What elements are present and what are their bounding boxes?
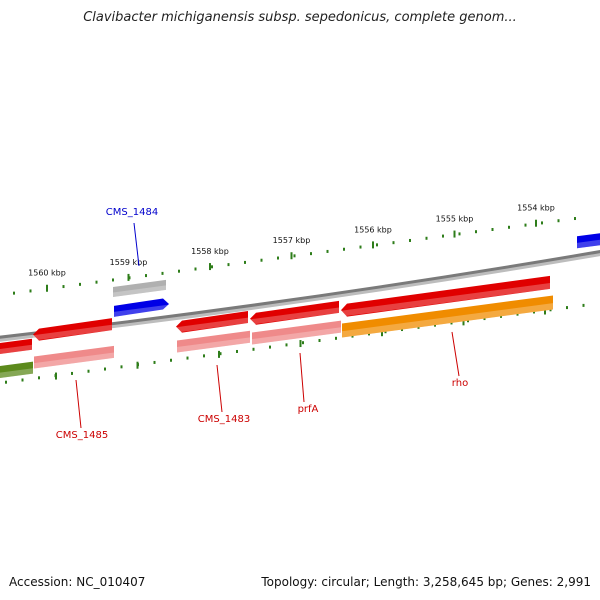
- cds-bar-cms1485-left[interactable]: [0, 338, 32, 355]
- cds-bar-cms1483[interactable]: [176, 311, 248, 333]
- tick-label: 1556 kbp: [354, 225, 392, 234]
- gene-label[interactable]: prfA: [298, 404, 319, 415]
- gene-label[interactable]: CMS_1483: [198, 414, 250, 425]
- cds-bar-rho[interactable]: [341, 275, 550, 317]
- tick-label-group: 1554 kbp 1555 kbp 1556 kbp 1557 kbp 1558 kbp…: [28, 204, 555, 278]
- feature-track[interactable]: [0, 233, 600, 379]
- cds-bar-cms1484[interactable]: [114, 298, 169, 317]
- outer-tick-track: [13, 217, 576, 295]
- gene-label-group: CMS_1484 CMS_1485 CMS_1483 prfA rho: [56, 207, 468, 441]
- accession-text: Accession: NC_010407: [9, 575, 146, 589]
- tick-label: 1559 kbp: [110, 258, 148, 267]
- cds-bar-edge[interactable]: [577, 233, 600, 249]
- page-title: Clavibacter michiganensis subsp. sepedon…: [83, 10, 517, 25]
- leader-line: [216, 364, 223, 413]
- leader-line: [133, 222, 140, 267]
- gene-bar-prfa[interactable]: [252, 320, 341, 345]
- genome-summary-text: Topology: circular; Length: 3,258,645 bp…: [261, 575, 591, 589]
- leader-line: [75, 379, 82, 429]
- gene-bar-cms1485[interactable]: [34, 345, 114, 369]
- gene-bar-cms1483[interactable]: [177, 330, 250, 353]
- tick-label: 1555 kbp: [436, 215, 474, 224]
- gene-label[interactable]: rho: [452, 378, 468, 389]
- gene-bar-rho[interactable]: [342, 295, 553, 338]
- leader-line: [451, 331, 460, 377]
- label-leader-lines: [75, 222, 460, 429]
- cds-bar-prfa[interactable]: [250, 300, 339, 325]
- tick-label: 1554 kbp: [517, 204, 555, 213]
- tick-label: 1560 kbp: [28, 269, 66, 278]
- tick-label: 1557 kbp: [273, 236, 311, 245]
- gene-bar-cms1484[interactable]: [113, 279, 166, 297]
- tick-label: 1558 kbp: [191, 247, 229, 256]
- gene-label[interactable]: CMS_1484: [106, 207, 158, 218]
- gene-bar-olive[interactable]: [0, 361, 33, 379]
- leader-line: [299, 352, 305, 403]
- gene-label[interactable]: CMS_1485: [56, 430, 108, 441]
- cds-bar-cms1485[interactable]: [33, 318, 112, 341]
